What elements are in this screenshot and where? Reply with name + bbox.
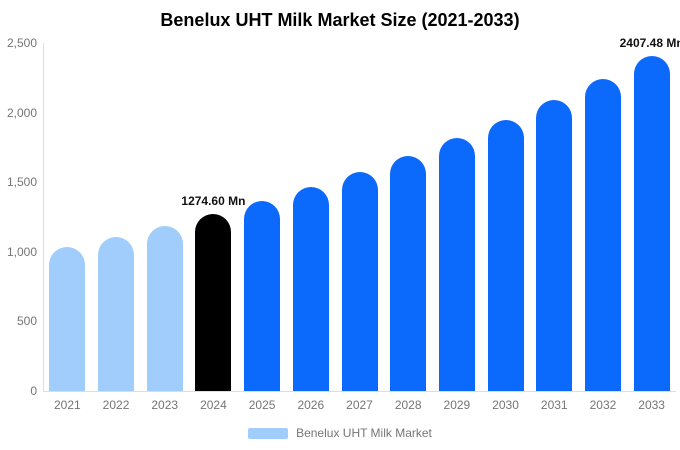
bar-2028 <box>390 155 427 391</box>
y-tick-1500: 1,500 <box>6 175 37 190</box>
x-tick-2029: 2029 <box>443 398 471 412</box>
bar-2027 <box>341 171 378 391</box>
chart-title: Benelux UHT Milk Market Size (2021-2033) <box>160 10 520 30</box>
value-label-2033: 2407.48 Mn <box>619 35 680 50</box>
y-tick-500: 500 <box>16 314 37 329</box>
x-tick-2031: 2031 <box>540 398 568 412</box>
y-tick-2000: 2,000 <box>6 105 37 120</box>
bar-2023 <box>146 225 183 391</box>
x-tick-2024: 2024 <box>200 398 227 412</box>
value-label-2024: 1274.60 Mn <box>181 193 246 208</box>
x-tick-2027: 2027 <box>346 398 373 412</box>
bar-2022 <box>98 236 135 391</box>
x-tick-2025: 2025 <box>248 398 276 412</box>
bar-2021 <box>49 247 86 391</box>
x-tick-2028: 2028 <box>394 398 422 412</box>
bar-2026 <box>292 186 329 391</box>
bar-2032 <box>584 78 621 391</box>
legend-swatch <box>248 427 289 439</box>
y-tick-1000: 1,000 <box>6 244 37 259</box>
bar-2029 <box>438 138 475 391</box>
legend-label: Benelux UHT Milk Market <box>296 426 432 440</box>
y-tick-2500: 2,500 <box>6 36 37 50</box>
legend: Benelux UHT Milk Market <box>0 426 680 440</box>
bar-2033 <box>633 55 670 391</box>
bar-2030 <box>487 119 524 391</box>
bar-2031 <box>536 100 573 391</box>
bar-2024 <box>195 213 232 391</box>
x-tick-2033: 2033 <box>638 398 665 412</box>
y-tick-0: 0 <box>30 384 37 398</box>
x-tick-2030: 2030 <box>492 398 519 412</box>
x-tick-2026: 2026 <box>297 398 325 412</box>
x-tick-2023: 2023 <box>151 398 179 412</box>
x-tick-2032: 2032 <box>589 398 617 412</box>
x-axis-line <box>43 391 676 392</box>
x-tick-2022: 2022 <box>102 398 130 412</box>
y-axis-line <box>43 43 44 391</box>
x-tick-2021: 2021 <box>53 398 81 412</box>
bar-2025 <box>244 200 281 391</box>
